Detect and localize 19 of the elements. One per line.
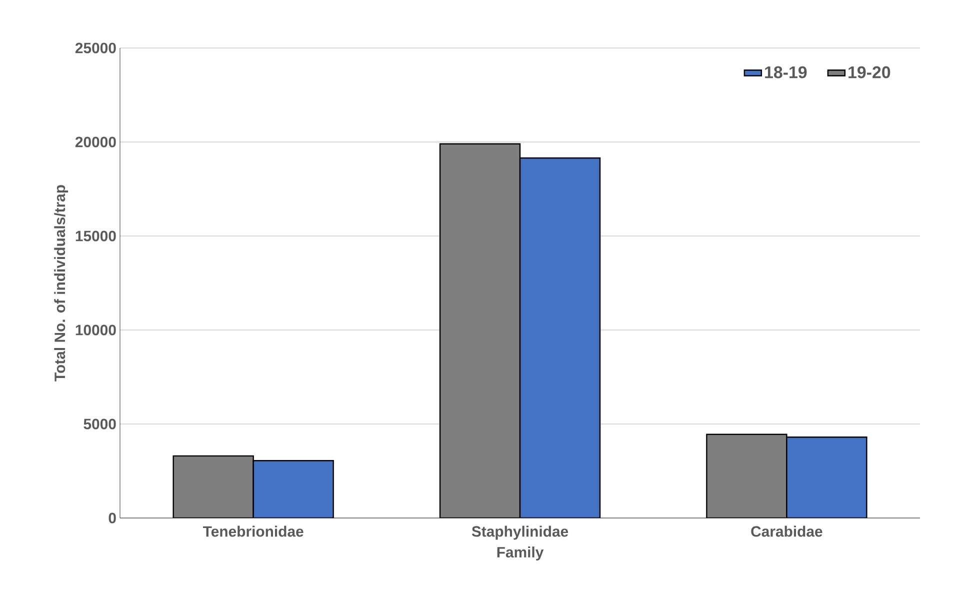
bar [172,455,254,518]
y-tick-label: 20000 [75,136,116,148]
x-tick-label: Staphylinidae [472,526,568,540]
x-tick-label: Tenebrionidae [202,526,304,537]
bar [786,436,868,518]
x-tick-label: Carabidae [751,526,822,537]
y-tick-label: 10000 [76,324,116,336]
bar [439,143,521,518]
bar [519,157,601,518]
y-tick-label: 5000 [84,418,116,430]
y-tick-label: 0 [108,512,116,524]
y-tick-label: 15000 [76,230,116,242]
bar [252,460,334,518]
y-tick-label: 25000 [75,42,116,54]
y-axis-title: Total No. of individuals/trap [54,185,68,382]
bar [706,434,788,518]
x-axis-title: Family [497,546,544,560]
legend-label: 19-20 [848,66,890,78]
legend-label: 18-19 [765,66,807,78]
